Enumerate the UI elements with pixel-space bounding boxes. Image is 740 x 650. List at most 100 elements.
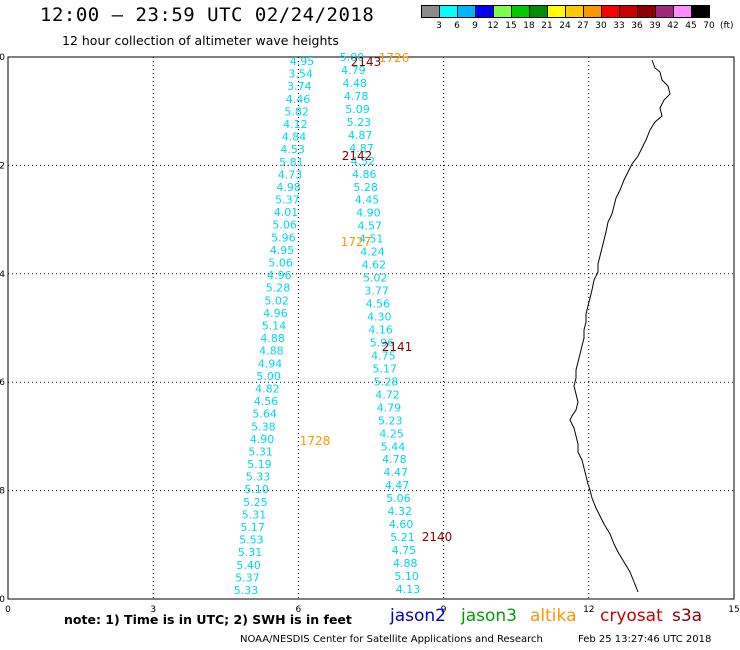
pass-number-label: 2143: [351, 55, 382, 69]
color-scale-label: 30: [595, 21, 607, 31]
swh-value: 4.96: [263, 307, 288, 320]
swh-value: 4.75: [371, 349, 396, 362]
swh-value: 4.30: [367, 311, 392, 324]
color-scale-labels: 3 6 9 12 15 18 21 24 27 30 33 36 39 42 45 70 (ft): [421, 21, 733, 31]
swh-value: 4.84: [282, 131, 307, 144]
pass-number-label: 1727: [341, 235, 372, 249]
legend-item-jason2: jason2: [390, 606, 446, 626]
color-scale-label: 27: [577, 21, 589, 31]
swh-value: 5.44: [381, 440, 406, 453]
swh-value: 4.01: [274, 206, 299, 219]
y-tick-label: -14: [0, 270, 5, 280]
swh-value: 5.96: [271, 231, 296, 244]
swh-value: 4.90: [356, 207, 381, 220]
footer-note: note: 1) Time is in UTC; 2) SWH is in fe…: [64, 612, 352, 627]
color-scale-label: 45: [685, 21, 697, 31]
color-scale-swatches: [421, 5, 734, 18]
swh-value: 5.25: [243, 496, 268, 509]
swh-value: 4.53: [280, 143, 305, 156]
y-tick-label: -10: [0, 53, 5, 63]
swh-value: 4.13: [396, 583, 421, 596]
swh-value: 5.02: [264, 294, 289, 307]
swh-value: 4.62: [362, 259, 387, 272]
swh-value: 5.31: [242, 508, 267, 521]
x-tick-label: 9: [441, 605, 447, 615]
swh-value: 5.23: [347, 116, 372, 129]
color-scale-label: 18: [523, 21, 535, 31]
color-swatch: [691, 5, 710, 18]
swh-value: 5.81: [279, 156, 304, 169]
x-tick-label: 0: [5, 605, 11, 615]
y-tick-label: -20: [0, 595, 5, 605]
swh-value: 5.96: [370, 336, 395, 349]
swh-value: 4.79: [341, 64, 366, 77]
swh-value: 4.88: [393, 557, 418, 570]
swh-value: 5.02: [363, 272, 388, 285]
credit-text: NOAA/NESDIS Center for Satellite Applica…: [240, 634, 543, 645]
swh-value: 4.75: [392, 544, 417, 557]
track-west-values: 4.953.543.744.465.824.124.844.535.814.73…: [234, 55, 315, 597]
pass-number-label: 2142: [342, 149, 373, 163]
map-grid: [8, 57, 734, 599]
swh-value: 5.37: [275, 194, 300, 207]
swh-value: 4.56: [366, 298, 391, 311]
y-tick-label: -16: [0, 378, 5, 388]
swh-value: 3.54: [288, 68, 313, 81]
swh-value: 4.87: [349, 142, 374, 155]
track-east-values: 5.804.794.484.785.095.234.874.874.524.86…: [340, 51, 421, 596]
legend-item-s3a: s3a: [672, 606, 703, 626]
swh-value: 5.21: [390, 531, 415, 544]
swh-value: 5.64: [252, 408, 277, 421]
swh-value: 4.47: [385, 479, 410, 492]
swh-value: 4.12: [283, 118, 308, 131]
coastline: [569, 59, 671, 593]
swh-value: 5.80: [340, 51, 365, 64]
swh-value: 4.95: [290, 55, 315, 68]
swh-value: 5.82: [284, 105, 309, 118]
swh-value: 4.96: [267, 269, 292, 282]
swh-value: 5.28: [374, 375, 399, 388]
axis-tick-labels: 0 3 6 9 12 15 -10 -12 -14 -16 -18 -20: [0, 53, 740, 615]
swh-value: 4.60: [389, 518, 414, 531]
swh-value: 3.77: [364, 285, 389, 298]
x-tick-label: 6: [296, 605, 302, 615]
color-scale-label: 24: [559, 21, 571, 31]
swh-value: 4.87: [348, 129, 373, 142]
swh-value: 4.24: [360, 246, 385, 259]
x-tick-label: 12: [583, 605, 594, 615]
swh-value: 5.33: [246, 471, 271, 484]
y-tick-label: -12: [0, 161, 5, 171]
swh-value: 4.95: [270, 244, 295, 257]
swh-value: 5.28: [266, 282, 291, 295]
swh-value: 5.06: [268, 257, 293, 270]
swh-value: 4.78: [382, 453, 407, 466]
color-scale-label: 42: [667, 21, 679, 31]
swh-value: 5.33: [234, 584, 259, 597]
swh-value: 4.45: [355, 194, 380, 207]
swh-value: 5.19: [247, 458, 272, 471]
map-frame: [7, 56, 735, 600]
swh-value: 4.88: [260, 332, 285, 345]
swh-value: 5.53: [239, 534, 264, 547]
swh-value: 4.32: [388, 505, 413, 518]
swh-value: 5.40: [236, 559, 261, 572]
swh-value: 5.37: [235, 571, 260, 584]
swh-value: 4.51: [359, 233, 384, 246]
color-scale-label: 6: [454, 21, 460, 31]
y-tick-label: -18: [0, 487, 5, 497]
legend-item-cryosat: cryosat: [600, 606, 663, 626]
swh-value: 5.10: [394, 570, 419, 583]
swh-value: 5.10: [244, 483, 269, 496]
color-scale-label: 33: [613, 21, 625, 31]
page-subtitle: 12 hour collection of altimeter wave hei…: [62, 33, 339, 48]
x-tick-label: 3: [150, 605, 156, 615]
color-scale-label: 3: [436, 21, 442, 31]
swh-value: 5.23: [378, 414, 403, 427]
color-scale-label: 21: [541, 21, 553, 31]
swh-value: 4.79: [377, 401, 402, 414]
swh-value: 4.57: [358, 220, 383, 233]
swh-value: 5.06: [386, 492, 411, 505]
swh-value: 4.52: [351, 155, 376, 168]
swh-value: 4.82: [255, 382, 280, 395]
